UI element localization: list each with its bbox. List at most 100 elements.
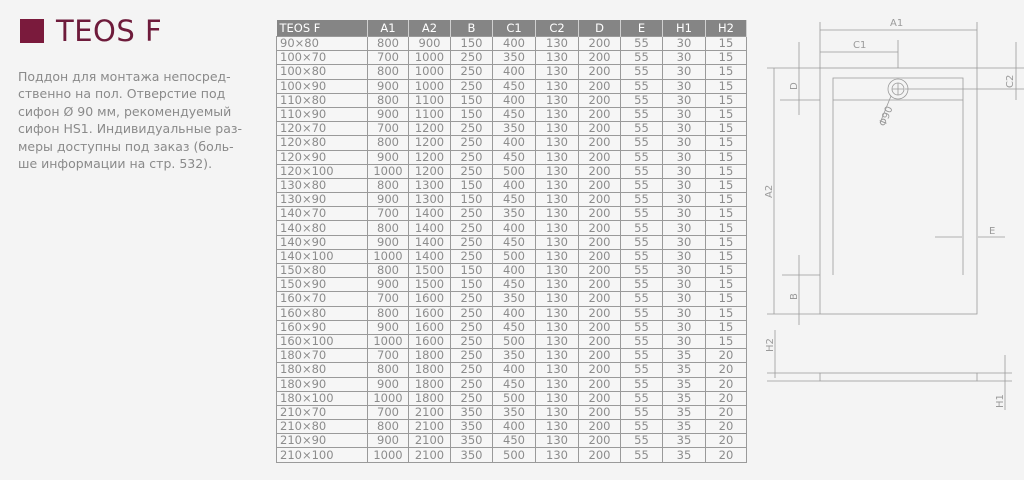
table-cell: 1300: [408, 177, 451, 194]
table-cell: 130: [535, 192, 579, 208]
table-cell: 55: [620, 262, 663, 279]
table-cell: 15: [705, 163, 747, 179]
table-cell: 200: [578, 362, 621, 378]
table-cell: 200: [578, 64, 621, 80]
table-cell: 900: [408, 35, 451, 52]
table-cell: 200: [578, 177, 621, 194]
table-cell: 500: [492, 163, 536, 179]
table-cell: 30: [662, 262, 706, 279]
table-cell: 130: [535, 50, 579, 66]
table-cell: 250: [450, 220, 493, 236]
table-cell: 200: [578, 376, 621, 392]
table-cell: 250: [450, 390, 493, 406]
table-cell: 35: [662, 419, 706, 435]
table-cell: 200: [578, 390, 621, 406]
table-cell: 900: [367, 277, 409, 293]
table-cell: 150: [450, 192, 493, 208]
table-cell: 1600: [408, 319, 451, 335]
table-cell: 200: [578, 92, 621, 108]
table-cell: 900: [367, 319, 409, 335]
table-cell: 250: [450, 234, 493, 250]
table-cell: 250: [450, 64, 493, 80]
table-cell: 30: [662, 234, 706, 250]
table-cell: 130: [535, 333, 579, 350]
table-cell: 15: [705, 177, 747, 194]
table-cell: 200: [578, 447, 621, 463]
table-cell: 200: [578, 319, 621, 335]
table-row: 160×70 700 1600 250 350 130 200 55 30 15: [276, 291, 747, 307]
table-cell: 1800: [408, 376, 451, 392]
table-cell: 700: [367, 50, 409, 66]
label-e: E: [989, 226, 995, 237]
table-cell: 160×70: [276, 291, 368, 307]
table-cell: 200: [578, 404, 621, 421]
dimensions-table: TEOS F A1 A2 B C1 C2 D E H1 H2 90×80 800 900 150 400 1…: [276, 20, 747, 463]
table-cell: 140×70: [276, 206, 368, 222]
table-cell: 55: [620, 291, 663, 307]
table-cell: 200: [578, 163, 621, 179]
table-row: 140×70 700 1400 250 350 130 200 55 30 15: [276, 206, 747, 222]
table-cell: 15: [705, 277, 747, 293]
table-cell: 350: [492, 121, 536, 137]
table-cell: 30: [662, 92, 706, 108]
table-cell: 20: [705, 376, 747, 392]
table-cell: 200: [578, 192, 621, 208]
table-cell: 450: [492, 376, 536, 392]
table-cell: 130: [535, 135, 579, 151]
table-cell: 500: [492, 447, 536, 463]
table-cell: 450: [492, 149, 536, 165]
table-row: 120×100 1000 1200 250 500 130 200 55 30 15: [276, 163, 747, 179]
table-cell: 55: [620, 64, 663, 80]
table-cell: 15: [705, 291, 747, 307]
table-cell: 800: [367, 135, 409, 151]
table-cell: 20: [705, 404, 747, 421]
table-cell: 250: [450, 206, 493, 222]
table-cell: 15: [705, 121, 747, 137]
table-row: 140×100 1000 1400 250 500 130 200 55 30 15: [276, 248, 747, 265]
tray-inner-channel: [832, 77, 964, 275]
table-cell: 35: [662, 447, 706, 463]
table-cell: 700: [367, 291, 409, 307]
table-cell: 55: [620, 376, 663, 392]
table-cell: 160×80: [276, 305, 368, 321]
table-cell: 120×70: [276, 121, 368, 137]
table-cell: 400: [492, 305, 536, 321]
label-c2: C2: [1005, 75, 1016, 88]
table-cell: 20: [705, 433, 747, 449]
table-row: 180×70 700 1800 250 350 130 200 55 35 20: [276, 348, 747, 364]
label-c1: C1: [853, 40, 866, 51]
table-cell: 15: [705, 262, 747, 279]
table-cell: 200: [578, 50, 621, 66]
table-cell: 30: [662, 121, 706, 137]
column-header: H2: [705, 20, 747, 37]
table-cell: 1100: [408, 92, 451, 108]
table-cell: 1500: [408, 262, 451, 279]
table-cell: 210×90: [276, 433, 368, 449]
table-cell: 400: [492, 64, 536, 80]
table-row: 100×90 900 1000 250 450 130 200 55 30 15: [276, 78, 747, 94]
table-cell: 35: [662, 362, 706, 378]
table-cell: 55: [620, 333, 663, 350]
table-cell: 200: [578, 121, 621, 137]
table-cell: 15: [705, 305, 747, 321]
table-cell: 1400: [408, 220, 451, 236]
table-cell: 250: [450, 291, 493, 307]
table-cell: 450: [492, 78, 536, 94]
table-cell: 1000: [408, 50, 451, 66]
table-cell: 900: [367, 106, 409, 123]
table-cell: 30: [662, 106, 706, 123]
table-row: 210×80 800 2100 350 400 130 200 55 35 20: [276, 419, 747, 435]
table-cell: 350: [450, 447, 493, 463]
table-cell: 130: [535, 433, 579, 449]
table-cell: 160×90: [276, 319, 368, 335]
table-cell: 130: [535, 177, 579, 194]
table-cell: 450: [492, 319, 536, 335]
table-cell: 200: [578, 305, 621, 321]
table-cell: 130: [535, 92, 579, 108]
table-cell: 55: [620, 447, 663, 463]
table-cell: 800: [367, 92, 409, 108]
table-cell: 250: [450, 319, 493, 335]
table-cell: 55: [620, 163, 663, 179]
table-cell: 30: [662, 192, 706, 208]
table-cell: 140×80: [276, 220, 368, 236]
